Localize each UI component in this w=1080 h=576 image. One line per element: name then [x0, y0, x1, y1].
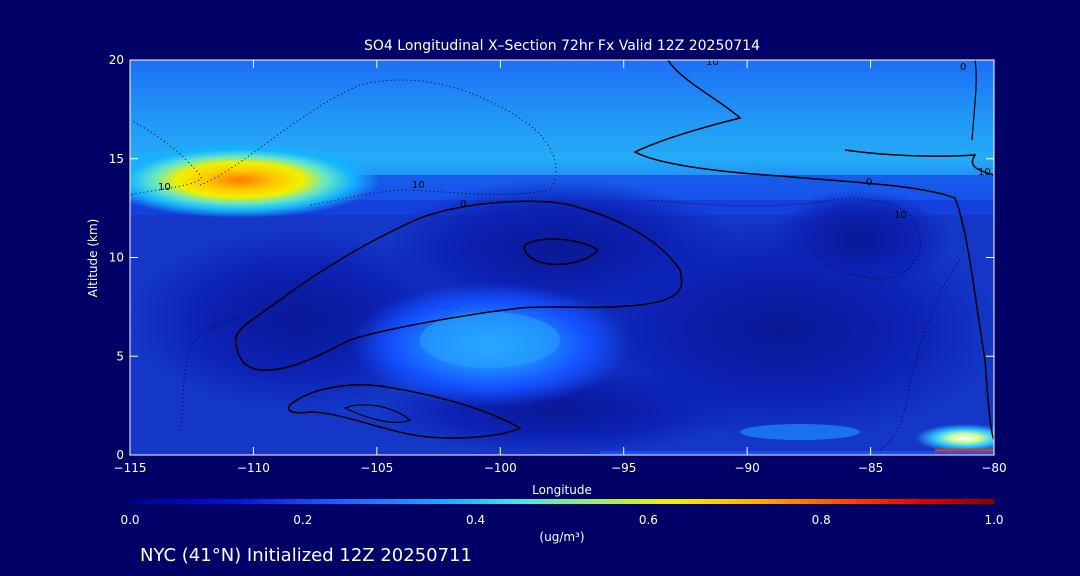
- contour-label: 10: [158, 182, 171, 193]
- x-tick-label: −110: [237, 461, 270, 475]
- surface-strip: [600, 451, 994, 454]
- contour-zero-low-inner: [343, 404, 412, 423]
- contour-label: 0: [866, 177, 872, 188]
- x-tick-label: −115: [114, 461, 147, 475]
- colorbar: 0.0 0.2 0.4 0.6 0.8 1.0 (ug/m³): [120, 499, 1004, 544]
- contour-zero-inner: [523, 238, 600, 266]
- colorbar-tick-label: 0.6: [639, 513, 658, 527]
- y-tick-label: 10: [109, 251, 124, 265]
- contour-zero-main: [234, 200, 683, 371]
- x-tick-label: −80: [981, 461, 1006, 475]
- contour-label: 0: [460, 199, 466, 210]
- y-tick-label: 0: [116, 448, 124, 462]
- contour-label: 10: [894, 210, 907, 221]
- contour-zero-upper-east2: [844, 149, 994, 176]
- contour-zero-upper-east: [633, 60, 994, 441]
- x-tick-label: −90: [734, 461, 759, 475]
- contour-zero-low: [288, 384, 522, 439]
- colorbar-tick-label: 0.4: [466, 513, 485, 527]
- chart-title: SO4 Longitudinal X–Section 72hr Fx Valid…: [364, 38, 760, 54]
- x-tick-label: −85: [858, 461, 883, 475]
- contour-label: 10: [706, 57, 719, 68]
- y-tick-label: 20: [109, 53, 124, 67]
- y-axis: 0 5 10 15 20: [109, 53, 994, 462]
- contour-label: 10: [978, 167, 991, 178]
- colorbar-tick-label: 1.0: [984, 513, 1003, 527]
- x-axis: −115 −110 −105 −100 −95 −90 −85 −80: [114, 60, 1007, 475]
- colorbar-label: (ug/m³): [539, 530, 584, 544]
- y-axis-label: Altitude (km): [86, 219, 100, 298]
- colorbar-tick-label: 0.2: [293, 513, 312, 527]
- y-tick-label: 15: [109, 152, 124, 166]
- plot-area: [130, 60, 994, 455]
- x-tick-label: −105: [360, 461, 393, 475]
- colorbar-tick-label: 0.8: [812, 513, 831, 527]
- y-tick-label: 5: [116, 349, 124, 363]
- contour-zero-upper-east3: [971, 60, 977, 141]
- contour-dotted-east2: [879, 259, 961, 451]
- contour-labels: 10 10 10 0 0 10 10 0: [158, 57, 991, 221]
- colorbar-tick-label: 0.0: [120, 513, 139, 527]
- colorbar-ticks: 0.0 0.2 0.4 0.6 0.8 1.0: [120, 513, 1003, 527]
- contour-dotted-west: [130, 119, 202, 196]
- midlevel-plume-core: [420, 312, 560, 368]
- x-tick-label: −95: [611, 461, 636, 475]
- x-axis-label: Longitude: [532, 483, 592, 497]
- upper-maximum: [130, 142, 380, 218]
- surface-hotspot: [915, 424, 994, 452]
- contour-dotted-south: [179, 317, 241, 431]
- x-tick-label: −100: [484, 461, 517, 475]
- surface-plume-east: [740, 424, 860, 440]
- dark-region-east-upper: [770, 190, 950, 290]
- init-caption: NYC (41°N) Initialized 12Z 20250711: [140, 545, 472, 566]
- contour-label: 10: [412, 180, 425, 191]
- colorbar-gradient: [130, 499, 994, 504]
- contour-label: 0: [960, 62, 966, 73]
